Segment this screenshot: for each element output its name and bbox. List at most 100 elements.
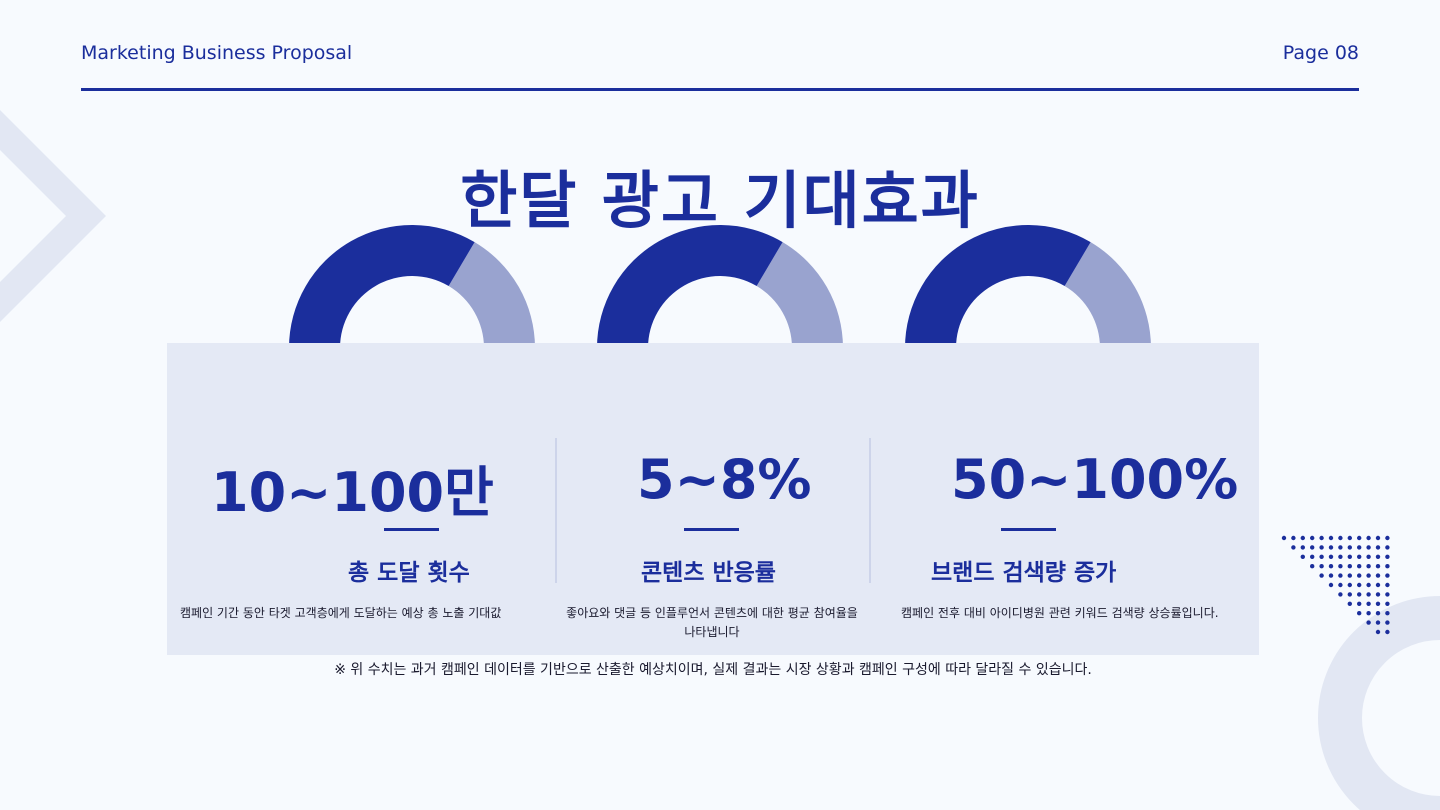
dot <box>1375 629 1381 635</box>
dot <box>1338 592 1343 597</box>
dot <box>1366 545 1371 550</box>
dot <box>1366 535 1371 541</box>
page-title: 한달 광고 기대효과 <box>460 164 980 237</box>
dot <box>1385 629 1390 635</box>
dot <box>1347 592 1352 597</box>
dot <box>1375 573 1381 578</box>
dot <box>1347 564 1352 569</box>
dot <box>1385 611 1390 616</box>
gauge-engagement <box>597 225 843 348</box>
ring-decoration <box>1318 596 1440 810</box>
dot <box>1366 592 1371 597</box>
dot <box>1385 620 1390 625</box>
dot <box>1300 545 1305 550</box>
dot <box>1357 545 1362 550</box>
dot <box>1385 545 1390 550</box>
dot <box>1357 611 1362 616</box>
metric-underline <box>384 528 439 531</box>
dot <box>1338 564 1343 569</box>
dot <box>1328 545 1334 550</box>
dot <box>1300 554 1305 559</box>
dot <box>1366 554 1371 559</box>
dot <box>1375 564 1381 569</box>
dot <box>1385 554 1390 559</box>
dot <box>1385 535 1390 541</box>
dot <box>1357 601 1362 606</box>
dot <box>1375 545 1381 550</box>
dot <box>1310 545 1315 550</box>
gauge-track <box>1064 242 1151 348</box>
dot <box>1385 601 1390 606</box>
chevron-decoration <box>0 110 106 322</box>
metric-underline <box>684 528 739 531</box>
dot <box>1328 535 1334 541</box>
dot <box>1300 535 1305 541</box>
dot <box>1366 611 1371 616</box>
metric-desc-engagement: 좋아요와 댓글 등 인플루언서 콘텐츠에 대한 평균 참여율을 나타냅니다 <box>566 606 858 639</box>
dot <box>1328 582 1334 588</box>
dot <box>1357 592 1362 597</box>
dot <box>1385 573 1390 578</box>
metric-desc-search: 캠페인 전후 대비 아이디병원 관련 키워드 검색량 상승률입니다. <box>901 606 1219 620</box>
metric-label-engagement: 콘텐츠 반응률 <box>641 560 776 586</box>
dot <box>1366 564 1371 569</box>
dot <box>1357 535 1362 541</box>
dot <box>1328 564 1334 569</box>
dot <box>1281 535 1287 541</box>
page-number: Page 08 <box>1282 42 1359 64</box>
dot <box>1310 535 1315 541</box>
dot <box>1375 582 1381 588</box>
dot <box>1385 564 1390 569</box>
proposal-title: Marketing Business Proposal <box>81 42 353 64</box>
dot <box>1375 592 1381 597</box>
metric-underline <box>1001 528 1056 531</box>
gauge-fill <box>289 225 475 348</box>
dot <box>1338 573 1343 578</box>
dot <box>1328 573 1334 578</box>
gauge-reach <box>289 225 535 348</box>
metric-value-search: 50~100% <box>951 448 1239 511</box>
gauge-fill <box>905 225 1091 348</box>
dot <box>1319 554 1324 559</box>
dot <box>1347 601 1352 606</box>
dot <box>1366 582 1371 588</box>
metric-value-reach: 10~100만 <box>211 461 494 524</box>
dot <box>1347 545 1352 550</box>
dot <box>1319 545 1324 550</box>
dot <box>1357 573 1362 578</box>
dot <box>1375 620 1381 625</box>
gauge-fill <box>597 225 783 348</box>
dot <box>1328 554 1334 559</box>
metrics-panel <box>167 343 1259 655</box>
dot <box>1357 582 1362 588</box>
column-divider <box>869 438 871 583</box>
gauge-search <box>905 225 1151 348</box>
dot <box>1310 564 1315 569</box>
dot-grid-decoration <box>1281 535 1390 635</box>
dot <box>1385 592 1390 597</box>
dot <box>1375 601 1381 606</box>
dot <box>1347 573 1352 578</box>
metric-label-reach: 총 도달 횟수 <box>348 560 470 586</box>
dot <box>1319 564 1324 569</box>
dot <box>1319 573 1324 578</box>
dot <box>1338 554 1343 559</box>
footnote: ※ 위 수치는 과거 캠페인 데이터를 기반으로 산출한 예상치이며, 실제 결… <box>334 662 1092 678</box>
dot <box>1366 620 1371 625</box>
gauge-track <box>448 242 535 348</box>
dot <box>1357 554 1362 559</box>
dot <box>1319 535 1324 541</box>
dot <box>1375 535 1381 541</box>
column-divider <box>555 438 557 583</box>
dot <box>1338 545 1343 550</box>
metric-label-search: 브랜드 검색량 증가 <box>931 560 1117 586</box>
dot <box>1366 573 1371 578</box>
dot <box>1347 554 1352 559</box>
metric-desc-reach: 캠페인 기간 동안 타겟 고객층에게 도달하는 예상 총 노출 기대값 <box>180 606 502 620</box>
header-divider <box>81 88 1359 91</box>
dot <box>1310 554 1315 559</box>
dot <box>1375 611 1381 616</box>
dot <box>1385 582 1390 588</box>
dot <box>1338 582 1343 588</box>
dot <box>1291 545 1296 550</box>
